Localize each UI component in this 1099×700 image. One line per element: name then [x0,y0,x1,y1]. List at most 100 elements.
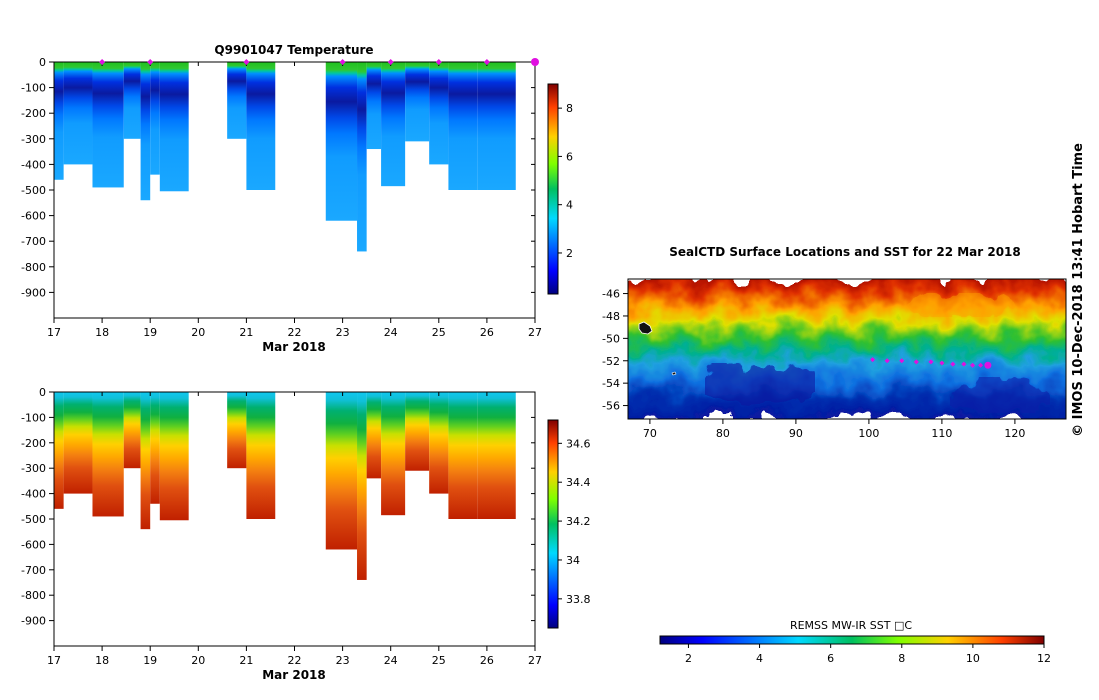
island-outline [638,321,677,376]
profile-markers [99,58,539,66]
temperature-section-chart: Q9901047 Temperature 17 18 19 20 21 22 23 24 25 2… [21,43,573,354]
profile-marker [147,59,154,65]
x-tick-label: 27 [528,326,542,339]
y-tick-label: -200 [21,437,46,450]
seal-track [870,357,992,369]
map-x-tick-label: 100 [858,427,879,440]
x-tick-label: 25 [432,326,446,339]
x-tick-label: 17 [47,654,61,667]
temperature-chart-title: Q9901047 Temperature [214,43,373,57]
salinity-colorbar: 33.8 34 34.2 34.4 34.6 [547,419,591,629]
map-x-tick-label: 110 [931,427,952,440]
cast-cell [54,392,64,509]
y-tick-label: -600 [21,538,46,551]
x-tick-label: 26 [480,326,494,339]
cast-cell [54,62,64,180]
profile-marker [435,59,442,65]
track-point [950,361,956,367]
latest-profile-marker [531,58,539,66]
track-point [884,358,890,364]
x-tick-label: 22 [288,654,302,667]
y-tick-label: -100 [21,411,46,424]
y-tick-label: -900 [21,286,46,299]
track-point [961,361,967,367]
sst-map: SealCTD Surface Locations and SST for 22… [602,143,1086,665]
sst-colorbar-label: REMSS MW-IR SST □C [790,619,912,632]
salinity-axes: 17 18 19 20 21 22 23 24 25 26 27 0 -100 -200 -300 -400 -… [21,386,542,667]
colorbar-tick-label: 33.8 [566,593,591,606]
cast-cell [246,62,276,190]
x-tick-label: 22 [288,326,302,339]
y-tick-label: -500 [21,184,46,197]
colorbar-tick-label: 8 [566,102,573,115]
cast-cell [405,62,430,142]
sst-colorbar-tick-label: 8 [898,652,905,665]
track-point [928,359,934,365]
profile-marker [99,59,106,65]
x-tick-label: 21 [239,654,253,667]
cast-cell [140,392,151,530]
y-tick-label: 0 [39,386,46,399]
colorbar-tick-label: 34.4 [566,476,591,489]
cast-cell [429,62,449,165]
map-y-tick-label: -52 [602,355,620,368]
y-tick-label: -200 [21,107,46,120]
cast-cell [140,62,151,201]
track-point [913,359,919,365]
cast-cell [477,62,516,190]
cast-cell [366,392,382,479]
cast-cell [325,62,358,221]
x-tick-label: 24 [384,326,398,339]
sst-field [628,279,1066,419]
cast-cell [429,392,449,494]
x-tick-label: 20 [191,654,205,667]
y-tick-label: -700 [21,235,46,248]
map-axes: 70 80 90 100 110 120 -46 -48 -50 -52 -54 -56 [602,288,1025,440]
track-point [978,362,984,368]
cast-cell [448,62,478,190]
current-location-marker [984,361,992,369]
colorbar-tick-label: 34.6 [566,437,591,450]
track-point [970,362,976,368]
track-point [939,360,945,366]
sst-colorbar-tick-label: 12 [1037,652,1051,665]
y-tick-label: -100 [21,82,46,95]
colorbar-tick-label: 2 [566,247,573,260]
cast-cell [246,392,276,519]
x-tick-label: 18 [95,654,109,667]
profile-marker [387,59,394,65]
y-tick-label: -300 [21,462,46,475]
temperature-colorbar: 2 4 6 8 [547,83,573,295]
map-y-tick-label: -50 [602,332,620,345]
colorbar-tick-label: 34 [566,554,580,567]
temperature-axes: 17 18 19 20 21 22 23 24 25 26 27 0 -100 -200 -300 -400 -… [21,56,542,339]
x-tick-label: 23 [336,654,350,667]
cast-cell [159,62,189,192]
colorbar-tick-label: 34.2 [566,515,591,528]
map-y-tick-label: -46 [602,288,620,301]
sst-colorbar-tick-label: 4 [756,652,763,665]
x-tick-label: 23 [336,326,350,339]
cast-cell [150,392,160,504]
cast-cell [448,392,478,519]
temperature-xaxis-label: Mar 2018 [262,340,326,354]
map-title: SealCTD Surface Locations and SST for 22… [669,245,1021,259]
map-y-tick-label: -56 [602,400,620,413]
y-tick-label: -800 [21,261,46,274]
x-tick-label: 25 [432,654,446,667]
map-frame [627,278,1067,420]
salinity-cast-cells [54,392,516,580]
map-x-tick-label: 70 [643,427,657,440]
y-tick-label: -800 [21,589,46,602]
cast-cell [150,62,160,175]
cast-cell [159,392,189,521]
y-tick-label: -700 [21,564,46,577]
map-x-tick-label: 90 [789,427,803,440]
cast-cell [227,62,247,139]
cast-cell [477,392,516,519]
x-tick-label: 26 [480,654,494,667]
cast-cell [366,62,382,150]
y-tick-label: -900 [21,615,46,628]
y-tick-label: -300 [21,133,46,146]
